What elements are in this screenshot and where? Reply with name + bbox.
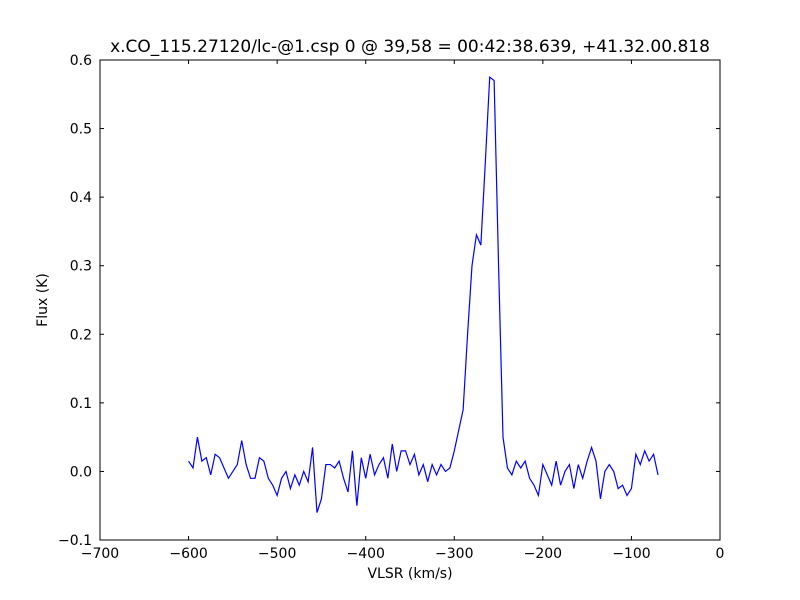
x-tick-label: −100 (612, 546, 650, 562)
y-tick-label: 0.0 (70, 464, 92, 480)
y-tick-label: 0.3 (70, 259, 92, 275)
x-tick-label: −600 (169, 546, 207, 562)
plot-frame (99, 59, 721, 541)
chart-title: x.CO_115.27120/lc-@1.csp 0 @ 39,58 = 00:… (110, 37, 710, 57)
y-tick-label: 0.1 (70, 396, 92, 412)
y-tick-label: 0.4 (70, 190, 92, 206)
data-line (188, 75, 659, 513)
x-tick-label: −500 (258, 546, 296, 562)
y-tick-label: 0.5 (70, 122, 92, 138)
x-tick-label: −300 (435, 546, 473, 562)
x-tick-label: −700 (81, 546, 119, 562)
x-tick-label: −200 (524, 546, 562, 562)
x-tick-label: 0 (716, 546, 725, 562)
y-tick-label: 0.2 (70, 327, 92, 343)
y-axis-label: Flux (K) (35, 273, 51, 327)
x-tick-label: −400 (346, 546, 384, 562)
x-axis-label: VLSR (km/s) (367, 566, 452, 582)
y-tick-label: −0.1 (58, 533, 92, 549)
y-tick-label: 0.6 (70, 53, 92, 69)
